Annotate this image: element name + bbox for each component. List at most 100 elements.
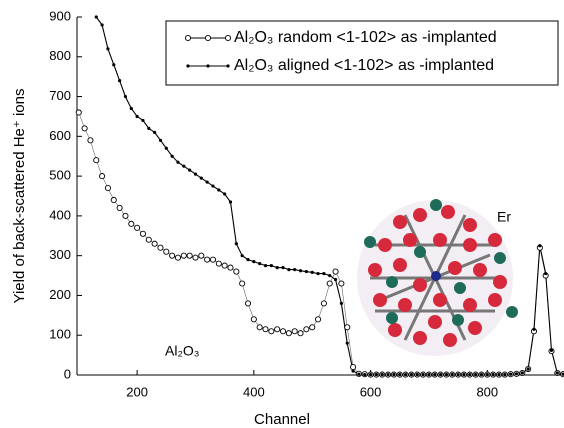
data-point bbox=[538, 244, 542, 248]
legend-marker bbox=[226, 64, 230, 68]
data-point bbox=[333, 277, 338, 282]
data-point bbox=[106, 47, 110, 51]
data-point bbox=[363, 373, 367, 377]
crystal-inset bbox=[357, 199, 518, 356]
y-tick-label: 800 bbox=[49, 48, 71, 63]
annotation: Al₂O₃ bbox=[165, 343, 199, 359]
data-point bbox=[268, 328, 275, 335]
data-point bbox=[215, 260, 222, 267]
data-point bbox=[104, 184, 111, 192]
data-point bbox=[170, 154, 174, 158]
data-point bbox=[134, 224, 141, 231]
data-point bbox=[258, 262, 262, 266]
x-tick-label: 200 bbox=[126, 384, 148, 399]
data-point bbox=[87, 137, 94, 144]
data-point bbox=[351, 369, 355, 373]
data-point bbox=[316, 271, 320, 276]
data-point bbox=[344, 324, 351, 331]
data-point bbox=[462, 373, 466, 377]
legend bbox=[165, 20, 559, 86]
data-point bbox=[310, 270, 314, 274]
center-atom bbox=[431, 271, 441, 281]
data-point bbox=[128, 220, 135, 227]
data-point bbox=[368, 373, 373, 377]
data-point bbox=[303, 326, 310, 333]
data-point bbox=[415, 373, 419, 377]
data-point bbox=[338, 280, 345, 287]
data-point bbox=[228, 200, 233, 204]
legend-marker bbox=[186, 64, 190, 68]
data-point bbox=[433, 373, 437, 377]
y-tick-label: 200 bbox=[49, 287, 71, 302]
data-point bbox=[186, 252, 193, 259]
er-atoms bbox=[364, 199, 518, 326]
annotation: Er bbox=[497, 209, 511, 225]
data-point bbox=[153, 130, 157, 134]
data-point bbox=[209, 256, 217, 263]
data-point bbox=[450, 373, 454, 377]
data-point bbox=[93, 157, 100, 164]
data-point bbox=[239, 280, 246, 287]
data-point bbox=[298, 269, 303, 273]
legend-label: Al₂O₃ aligned <1-102> as -implanted bbox=[234, 57, 494, 74]
data-point bbox=[444, 373, 449, 377]
data-point bbox=[163, 248, 170, 255]
data-point bbox=[332, 268, 339, 275]
data-point bbox=[279, 328, 287, 335]
y-tick-label: 700 bbox=[49, 88, 71, 103]
data-point bbox=[421, 373, 425, 377]
data-point bbox=[392, 373, 396, 377]
data-point bbox=[112, 63, 116, 67]
data-point bbox=[240, 254, 244, 258]
data-point bbox=[122, 212, 129, 219]
y-axis-title: Yield of back-scattered He⁺ ions bbox=[11, 89, 28, 304]
data-point bbox=[274, 326, 281, 333]
data-point bbox=[468, 373, 472, 377]
data-point bbox=[100, 23, 104, 27]
data-point bbox=[374, 373, 379, 377]
legend-label: Al₂O₃ random <1-102> as -implanted bbox=[234, 29, 497, 46]
y-tick-label: 500 bbox=[49, 168, 71, 183]
data-point bbox=[129, 106, 133, 111]
data-point bbox=[497, 373, 501, 377]
data-point bbox=[398, 373, 402, 377]
data-point bbox=[526, 367, 530, 371]
data-point bbox=[204, 256, 211, 263]
data-point bbox=[532, 327, 536, 331]
data-point bbox=[339, 301, 343, 305]
data-point bbox=[221, 262, 228, 269]
data-point bbox=[275, 266, 279, 270]
data-point bbox=[281, 266, 285, 270]
data-point bbox=[198, 252, 205, 259]
data-point bbox=[309, 324, 316, 331]
y-tick-label: 400 bbox=[49, 207, 71, 222]
data-point bbox=[328, 273, 332, 278]
data-point bbox=[246, 258, 250, 262]
legend-marker bbox=[224, 34, 232, 42]
y-tick-label: 300 bbox=[49, 247, 71, 262]
data-point bbox=[345, 341, 349, 345]
data-point bbox=[164, 146, 168, 150]
data-point bbox=[287, 267, 291, 272]
y-tick-label: 0 bbox=[64, 366, 71, 381]
data-point bbox=[193, 172, 198, 176]
data-point bbox=[555, 371, 559, 375]
data-point bbox=[211, 184, 215, 188]
data-point bbox=[439, 373, 443, 377]
y-tick-label: 100 bbox=[49, 327, 71, 342]
data-point bbox=[291, 328, 298, 335]
data-point bbox=[147, 126, 151, 130]
data-point bbox=[456, 373, 460, 377]
data-point bbox=[409, 373, 414, 377]
data-point bbox=[326, 280, 333, 287]
data-point bbox=[322, 271, 326, 276]
data-point bbox=[233, 268, 240, 275]
data-point bbox=[223, 192, 227, 196]
data-point bbox=[94, 15, 98, 19]
data-point bbox=[180, 252, 187, 259]
data-point bbox=[491, 373, 495, 377]
data-point bbox=[141, 118, 145, 123]
data-point bbox=[520, 371, 524, 375]
data-point bbox=[135, 114, 139, 119]
